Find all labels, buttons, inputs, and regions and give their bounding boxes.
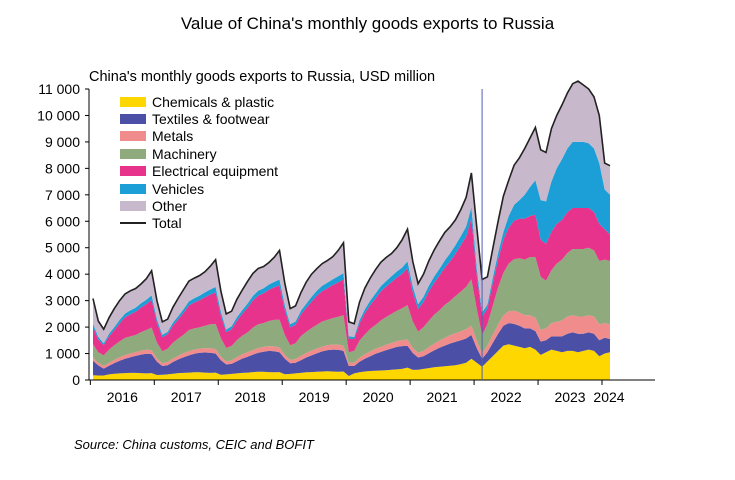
x-tick-label: 2023 <box>554 389 585 405</box>
y-tick-label: 7 000 <box>45 187 80 203</box>
legend-item: Chemicals & plastic <box>120 93 278 110</box>
legend-swatch <box>120 166 146 177</box>
x-tick-label: 2018 <box>235 389 266 405</box>
y-tick-label: 5 000 <box>45 240 80 256</box>
x-tick-label: 2016 <box>107 389 138 405</box>
legend-swatch <box>120 222 146 225</box>
y-tick-label: 8 000 <box>45 160 80 176</box>
x-tick-label: 2021 <box>427 389 458 405</box>
y-tick-label: 0 <box>72 372 80 388</box>
y-tick-label: 2 000 <box>45 319 80 335</box>
legend-swatch <box>120 114 146 125</box>
legend-swatch <box>120 201 146 212</box>
legend-label: Vehicles <box>152 180 205 197</box>
legend-item: Other <box>120 197 278 214</box>
axes <box>88 89 655 381</box>
total-line <box>92 80 611 331</box>
legend-item: Machinery <box>120 145 278 162</box>
y-tick-label: 3 000 <box>45 293 80 309</box>
legend-label: Metals <box>152 128 194 145</box>
legend-label: Total <box>152 215 182 232</box>
y-tick-label: 4 000 <box>45 266 80 282</box>
x-tick-label: 2022 <box>490 389 521 405</box>
legend-label: Other <box>152 198 188 215</box>
legend-item: Metals <box>120 128 278 145</box>
legend-label: Textiles & footwear <box>152 111 270 128</box>
y-tick-label: 6 000 <box>45 213 80 229</box>
area-metals <box>93 310 610 369</box>
legend-swatch <box>120 96 146 107</box>
x-tick-label: 2020 <box>363 389 394 405</box>
series-line-total <box>92 80 611 331</box>
y-tick-label: 1 000 <box>45 346 80 362</box>
x-tick-label: 2017 <box>171 389 202 405</box>
legend-swatch <box>120 148 146 159</box>
legend-item: Vehicles <box>120 180 278 197</box>
legend-item: Textiles & footwear <box>120 110 278 127</box>
stacked-areas <box>93 81 610 380</box>
legend-item: Electrical equipment <box>120 163 278 180</box>
area-machinery <box>93 247 610 366</box>
chart-title: Value of China's monthly goods exports t… <box>180 14 555 33</box>
area-other <box>93 81 610 344</box>
x-tick-label: 2024 <box>593 389 624 405</box>
legend-label: Machinery <box>152 145 217 162</box>
legend-swatch <box>120 183 146 194</box>
y-tick-label: 10 000 <box>37 107 80 123</box>
chart-legend: Chemicals & plastic Textiles & footwear Me… <box>120 93 278 232</box>
area-chemicals-plastic <box>93 344 610 380</box>
x-axis-ticks: 2016 2017 2018 2019 2020 2021 2022 2023 2024 <box>89 380 625 405</box>
legend-swatch <box>120 131 146 142</box>
legend-label: Chemicals & plastic <box>152 93 275 110</box>
chart-source: Source: China customs, CEIC and BOFIT <box>74 437 314 452</box>
x-tick-label: 2019 <box>299 389 330 405</box>
area-textiles-footwear <box>93 323 610 376</box>
area-electrical-equipment <box>93 208 610 356</box>
chart-subtitle: China's monthly goods exports to Russia,… <box>89 69 436 85</box>
y-axis-ticks: 0 1 000 2 000 3 000 4 000 5 000 6 000 7 000 8 00… <box>37 81 89 388</box>
legend-label: Electrical equipment <box>152 163 279 180</box>
y-tick-label: 9 000 <box>45 134 80 150</box>
y-tick-label: 11 000 <box>38 81 80 97</box>
legend-item: Total <box>120 215 278 232</box>
